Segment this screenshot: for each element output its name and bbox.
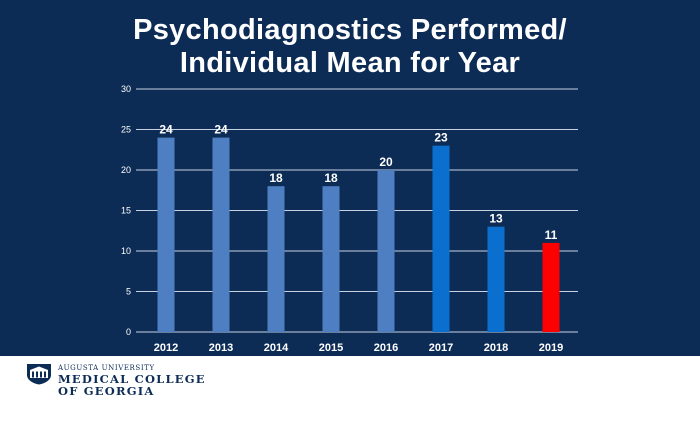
y-tick-label: 5 <box>126 287 131 297</box>
bar-2017 <box>432 145 450 332</box>
y-tick-label: 30 <box>121 84 131 94</box>
data-label-2012: 24 <box>159 123 173 137</box>
x-axis-tick-labels: 2012 2013 2014 2015 2016 2017 2018 2019 <box>154 342 563 354</box>
bar-2016 <box>377 170 395 332</box>
college-name-line-2: OF GEORGIA <box>58 384 155 398</box>
university-name: AUGUSTA UNIVERSITY <box>58 364 155 372</box>
data-label-2016: 20 <box>379 155 393 169</box>
bar-2015 <box>322 186 340 332</box>
y-tick-label: 20 <box>121 165 131 175</box>
augusta-university-shield-icon <box>27 364 51 385</box>
y-axis-tick-labels: 0 5 10 15 20 25 30 <box>121 84 131 337</box>
chart-title: Psychodiagnostics Performed/ Individual … <box>0 14 700 80</box>
data-label-2014: 18 <box>269 171 283 185</box>
data-labels: 24 24 18 18 20 23 13 11 <box>159 123 557 242</box>
y-tick-label: 0 <box>126 327 131 337</box>
college-logo-text: AUGUSTA UNIVERSITY MEDICAL COLLEGE OF GE… <box>58 363 206 397</box>
chart-title-line-1: Psychodiagnostics Performed/ <box>133 14 567 46</box>
data-label-2013: 24 <box>214 123 228 137</box>
y-tick-label: 15 <box>121 206 131 216</box>
x-tick-label-2016: 2016 <box>374 342 398 354</box>
y-tick-label: 25 <box>121 125 131 135</box>
bar-2018 <box>487 226 505 332</box>
x-tick-label-2015: 2015 <box>319 342 343 354</box>
x-tick-label-2012: 2012 <box>154 342 178 354</box>
y-tick-label: 10 <box>121 246 131 256</box>
bar-2019 <box>542 242 560 332</box>
data-label-2019: 11 <box>545 228 558 242</box>
bar-2012 <box>157 137 175 332</box>
x-tick-label-2019: 2019 <box>539 342 563 354</box>
bar-2013 <box>212 137 230 332</box>
data-label-2017: 23 <box>434 131 448 145</box>
slide-background <box>0 0 700 356</box>
x-tick-label-2017: 2017 <box>429 342 453 354</box>
x-tick-label-2018: 2018 <box>484 342 508 354</box>
college-name-line-1: MEDICAL COLLEGE <box>58 372 206 386</box>
x-tick-label-2013: 2013 <box>209 342 233 354</box>
footer <box>0 356 700 426</box>
gridlines <box>136 88 578 333</box>
chart-title-line-2: Individual Mean for Year <box>179 47 521 79</box>
bars <box>157 137 560 332</box>
bar-2014 <box>267 186 285 332</box>
data-label-2015: 18 <box>324 171 338 185</box>
x-tick-label-2014: 2014 <box>264 342 289 354</box>
data-label-2018: 13 <box>489 212 503 226</box>
